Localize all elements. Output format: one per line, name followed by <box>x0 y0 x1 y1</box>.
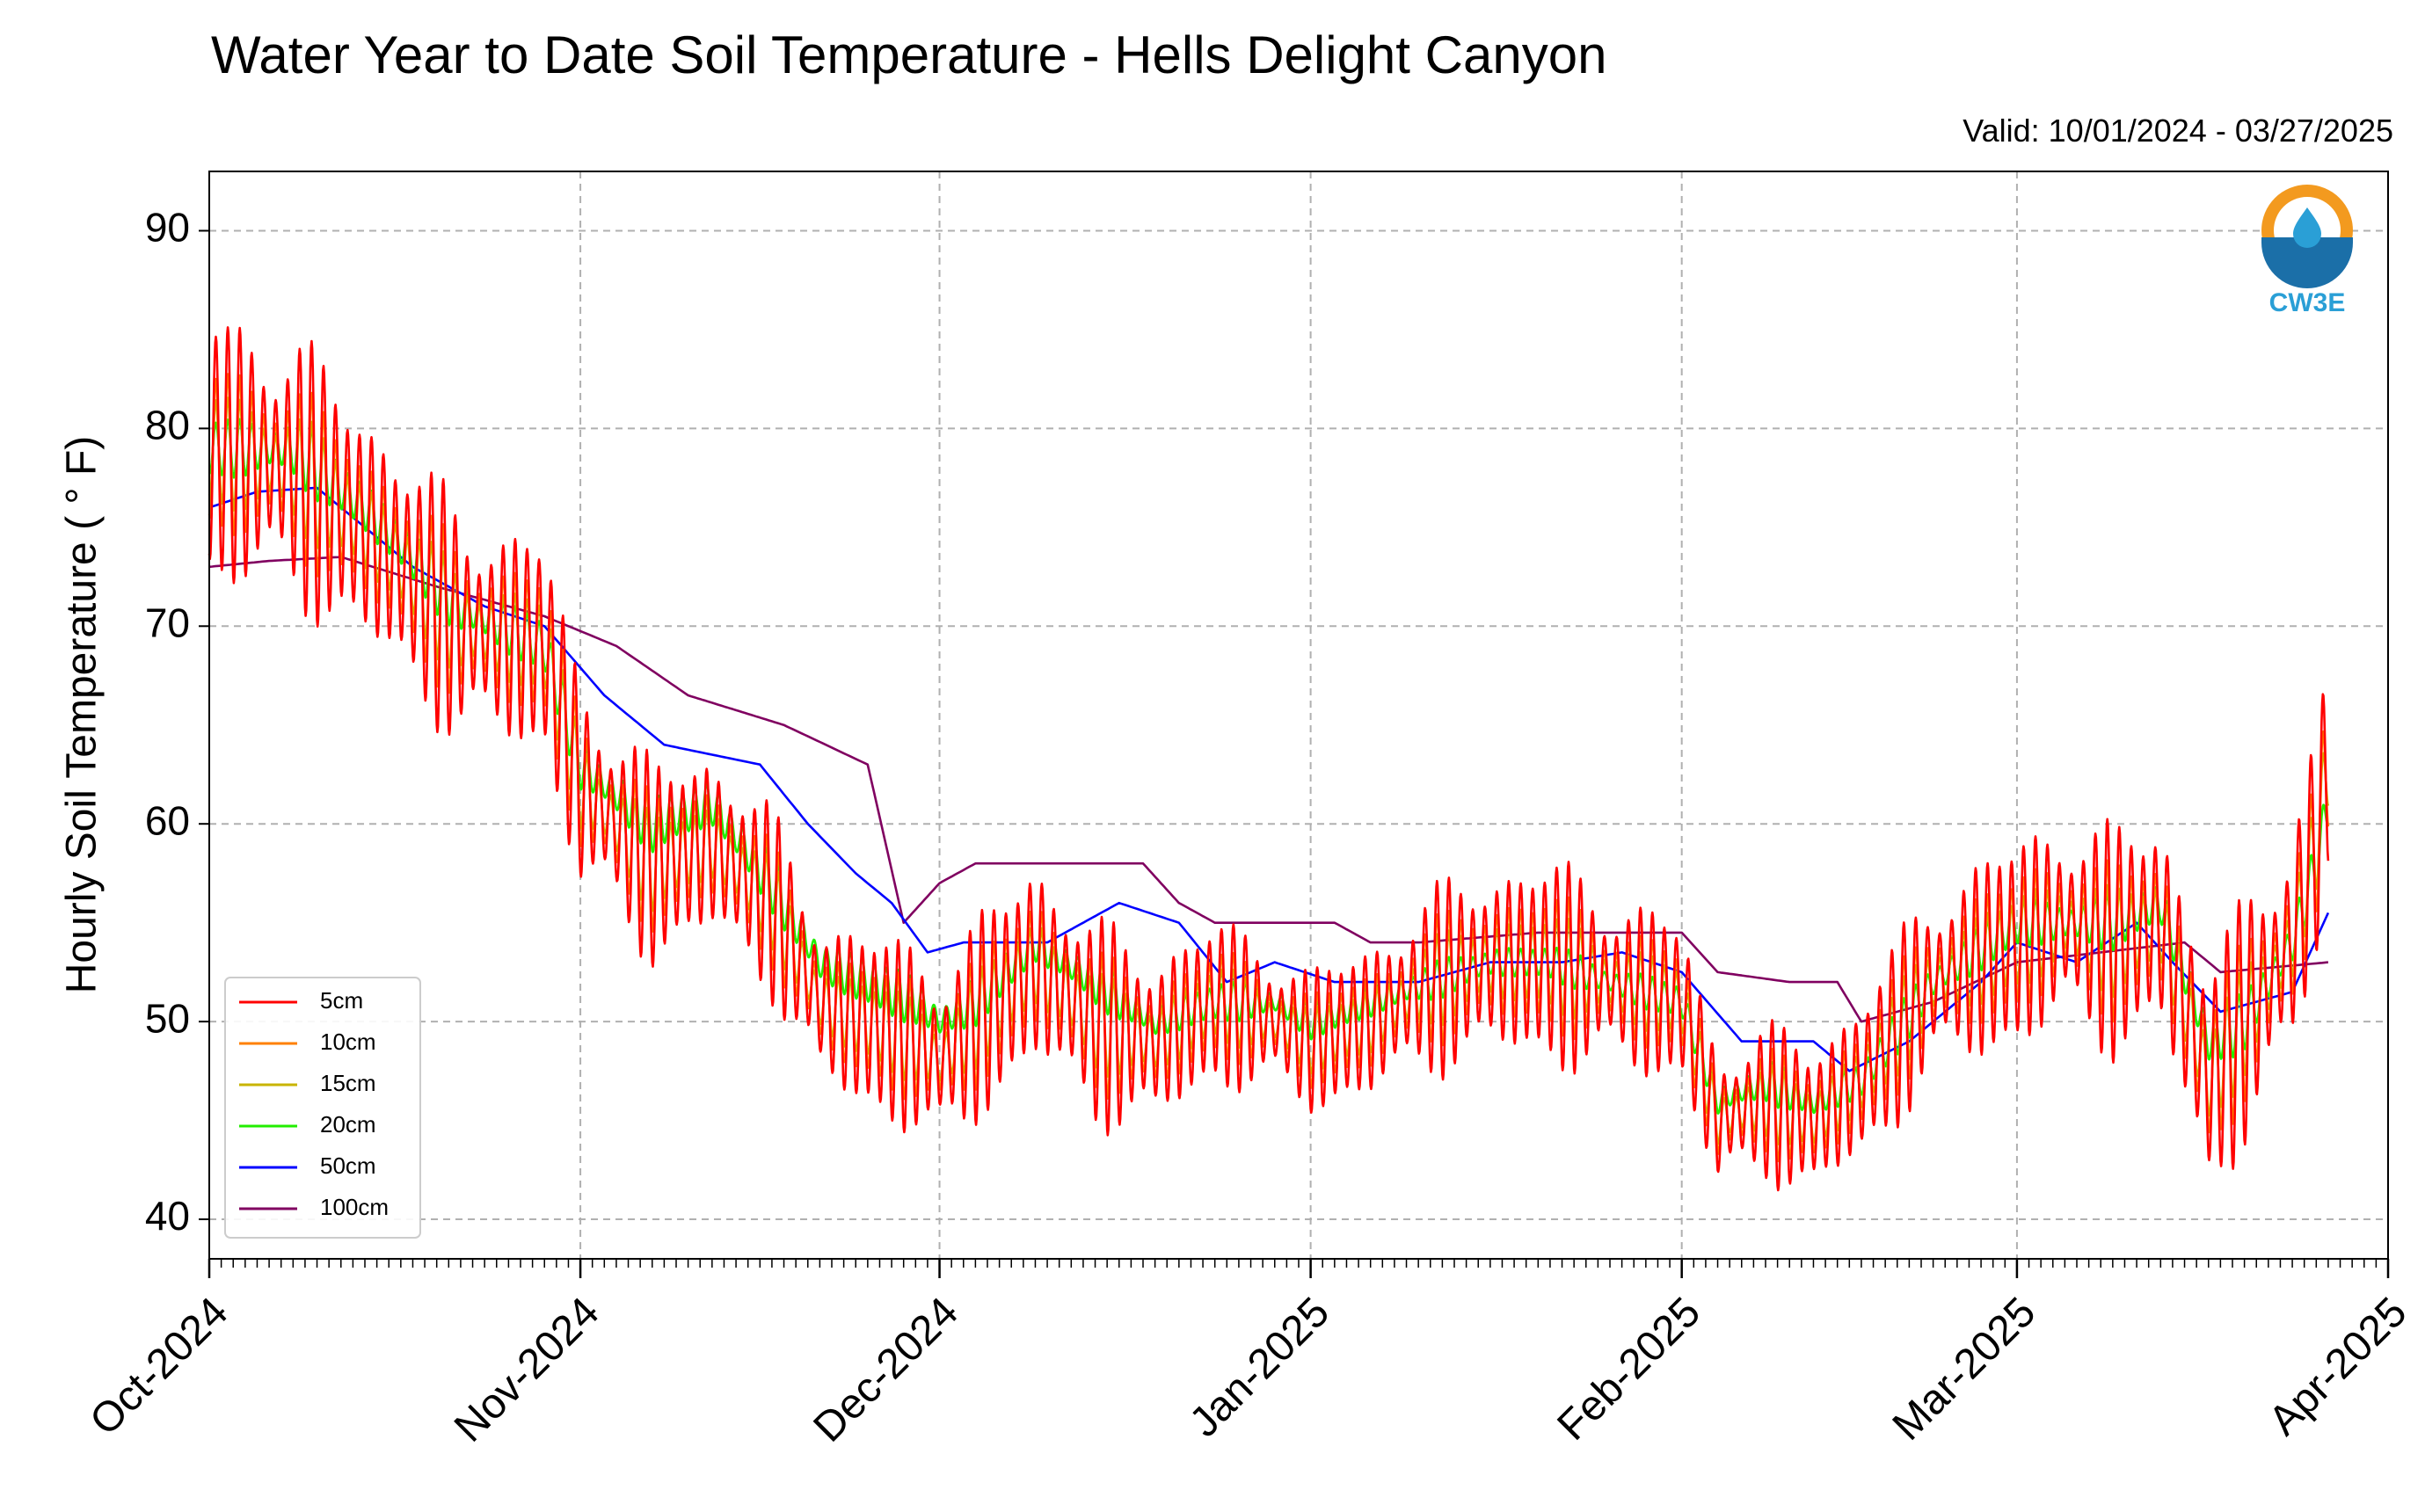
logo-drop-icon <box>2293 207 2321 248</box>
legend-label-15cm: 15cm <box>320 1070 376 1096</box>
cw3e-logo: CW3E <box>2261 185 2353 317</box>
series-line-15cm <box>208 396 2330 1145</box>
series-lines <box>208 326 2330 1192</box>
logo-wave-icon <box>2261 237 2353 288</box>
logo-text: CW3E <box>2269 288 2346 317</box>
x-axis: Oct-2024 Nov-2024 Dec-2024 Jan-2025 Feb-2025… <box>81 1259 2416 1451</box>
y-tick-label: 40 <box>145 1193 190 1239</box>
legend-label-20cm: 20cm <box>320 1111 376 1138</box>
x-tick-label: Oct-2024 <box>81 1289 237 1444</box>
y-tick-label: 70 <box>145 600 190 645</box>
y-axis-label: Hourly Soil Temperature ( ° F) <box>59 436 106 994</box>
legend: 5cm 10cm 15cm 20cm 50cm 100cm <box>224 977 421 1239</box>
y-tick-label: 50 <box>145 995 190 1041</box>
chart-title: Water Year to Date Soil Temperature - He… <box>211 25 1607 84</box>
grid-lines <box>209 171 2388 1259</box>
y-tick-label: 90 <box>145 205 190 251</box>
series-line-5cm <box>208 326 2330 1192</box>
series-line-20cm <box>208 418 2329 1115</box>
legend-label-5cm: 5cm <box>320 987 363 1014</box>
legend-label-100cm: 100cm <box>320 1194 389 1220</box>
x-tick-label: Dec-2024 <box>805 1289 967 1451</box>
x-tick-label: Feb-2025 <box>1548 1289 1709 1450</box>
series-line-10cm <box>208 373 2330 1163</box>
x-tick-label: Jan-2025 <box>1181 1289 1338 1446</box>
legend-label-50cm: 50cm <box>320 1152 376 1179</box>
valid-date-range: Valid: 10/01/2024 - 03/27/2025 <box>1963 113 2393 149</box>
y-axis: 40 50 60 70 80 90 <box>145 205 209 1239</box>
legend-label-10cm: 10cm <box>320 1029 376 1055</box>
x-tick-label: Nov-2024 <box>446 1289 608 1451</box>
y-tick-label: 80 <box>145 403 190 448</box>
x-tick-label: Mar-2025 <box>1884 1289 2045 1450</box>
x-tick-label: Apr-2025 <box>2260 1289 2415 1444</box>
y-tick-label: 60 <box>145 797 190 843</box>
